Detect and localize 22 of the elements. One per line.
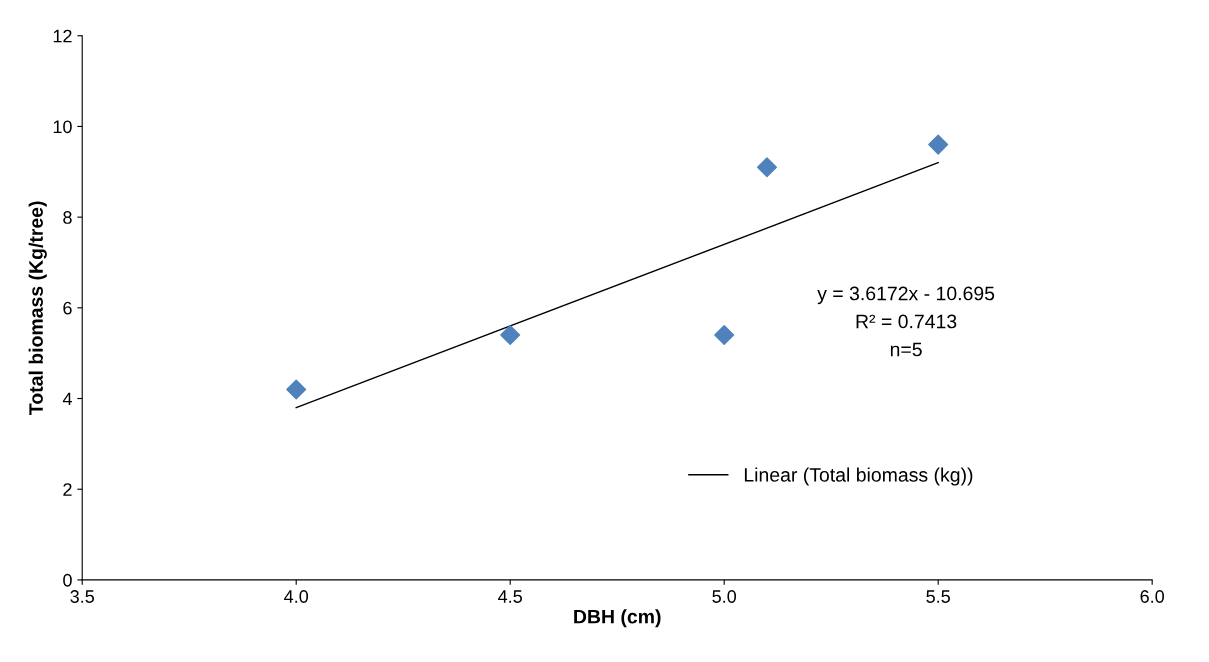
x-tick-label: 5.5 [926, 590, 950, 603]
annotation: y = 3.6172x - 10.695 R² = 0.7413 n=5 [817, 286, 995, 357]
x-tick-label: 4.0 [284, 590, 309, 603]
y-tick-label: 6 [63, 301, 72, 315]
y-tick-label: 0 [63, 573, 72, 587]
point [714, 325, 735, 346]
y-tick-label: 2 [63, 483, 72, 496]
x-tick-label: 4.5 [498, 590, 522, 603]
point [756, 157, 778, 178]
x-tick-label: 6.0 [1140, 590, 1165, 603]
x-tick-label: 3.5 [70, 590, 95, 603]
y-tick-label: 4 [62, 392, 72, 406]
y-tick-label: 8 [63, 211, 72, 224]
point [286, 379, 307, 400]
point [928, 134, 949, 155]
x-tick-label: 5.0 [712, 590, 737, 603]
legend-label: Linear (Total biomass (kg)) [744, 467, 973, 486]
x-axis-title: DBH (cm) [574, 609, 661, 628]
point [500, 325, 521, 346]
y-tick-label: 12 [53, 29, 72, 43]
y-tick-label: 10 [53, 120, 72, 134]
y-axis-title: Total biomass (Kg/tree) [28, 201, 47, 415]
